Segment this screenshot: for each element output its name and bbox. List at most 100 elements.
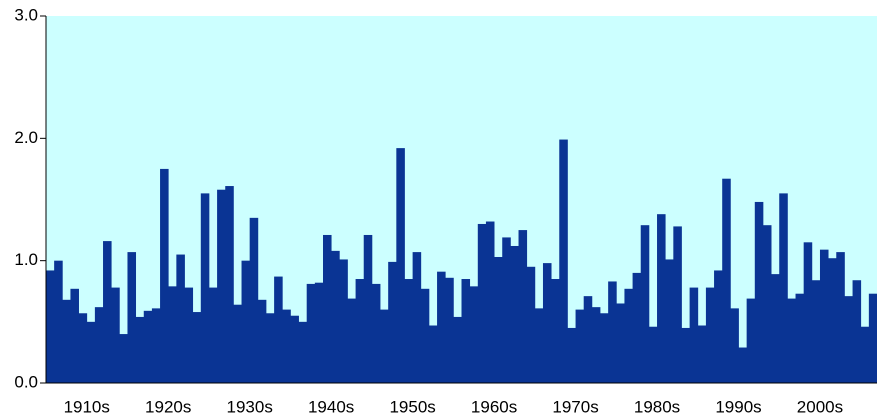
bar	[477, 223, 487, 383]
bar	[575, 309, 585, 383]
bar	[298, 321, 308, 383]
x-tick-label: 1990s	[715, 397, 761, 416]
bar	[274, 276, 283, 383]
bar	[534, 308, 544, 383]
bar	[388, 261, 397, 383]
bar	[469, 286, 479, 383]
bar	[502, 237, 511, 383]
bar	[551, 279, 560, 383]
bar	[722, 178, 731, 383]
bar	[331, 250, 340, 383]
y-tick-label: 1.0	[14, 250, 38, 269]
bar	[208, 287, 218, 383]
bar	[485, 221, 495, 383]
bar	[771, 274, 780, 383]
bar	[265, 313, 275, 383]
bar	[94, 307, 104, 383]
bar	[673, 226, 682, 383]
x-tick-label: 1940s	[308, 397, 354, 416]
bar	[852, 280, 862, 383]
bar	[314, 282, 324, 383]
bar	[640, 225, 650, 383]
bar	[46, 270, 55, 383]
x-tick-label: 1950s	[389, 397, 435, 416]
bar	[241, 260, 251, 383]
bar	[404, 279, 414, 383]
bar	[681, 327, 691, 383]
x-tick-label: 1930s	[227, 397, 273, 416]
bar	[225, 186, 234, 383]
bar	[445, 277, 454, 383]
bar	[339, 259, 348, 383]
bar	[624, 288, 633, 383]
bar	[819, 249, 829, 383]
bar	[608, 281, 617, 383]
bar	[396, 148, 405, 383]
bar	[323, 234, 332, 383]
bar	[127, 252, 137, 383]
bar	[347, 298, 356, 383]
bar	[160, 168, 169, 383]
bar	[746, 298, 756, 383]
bar	[168, 286, 177, 383]
x-tick-label: 1910s	[64, 397, 110, 416]
bar	[836, 252, 845, 383]
bar	[844, 296, 853, 383]
bar	[62, 299, 71, 383]
bar	[616, 303, 625, 383]
bar	[78, 313, 88, 383]
bar	[714, 270, 723, 383]
bar	[184, 287, 194, 383]
bar	[143, 310, 153, 383]
bar	[762, 225, 772, 383]
bar	[632, 272, 642, 383]
bar	[176, 254, 185, 383]
bar	[420, 288, 430, 383]
bar	[787, 298, 796, 383]
bar	[754, 201, 764, 383]
bar	[428, 325, 438, 383]
bar	[363, 234, 373, 383]
bar	[494, 256, 503, 383]
bar	[730, 308, 739, 383]
bar	[54, 260, 63, 383]
y-tick-label: 3.0	[14, 5, 38, 24]
bar	[200, 193, 210, 383]
bar	[70, 288, 79, 383]
bar	[567, 327, 576, 383]
bar	[526, 266, 536, 383]
bar	[371, 283, 381, 383]
bar	[86, 321, 96, 383]
x-tick-label: 1970s	[552, 397, 598, 416]
bar	[437, 271, 446, 383]
bar	[233, 304, 242, 383]
bar	[803, 242, 813, 383]
bar	[151, 308, 161, 383]
bar	[257, 299, 267, 383]
bar	[583, 296, 593, 383]
bar	[705, 287, 715, 383]
bar	[591, 307, 601, 383]
bar	[412, 252, 422, 383]
bar	[689, 287, 699, 383]
bar	[600, 313, 609, 383]
bar	[510, 245, 519, 383]
bar	[217, 189, 226, 383]
bar	[542, 263, 552, 383]
bar	[648, 326, 658, 383]
bar	[461, 279, 471, 383]
bar	[111, 287, 120, 383]
x-tick-label: 1960s	[471, 397, 517, 416]
bar	[559, 139, 568, 383]
bar	[355, 279, 365, 383]
bar	[282, 309, 291, 383]
bar	[738, 347, 748, 383]
bar	[380, 309, 389, 383]
bar	[453, 316, 462, 383]
bar	[795, 293, 805, 383]
bar	[868, 293, 877, 383]
bar	[135, 316, 145, 383]
bar	[665, 259, 674, 383]
